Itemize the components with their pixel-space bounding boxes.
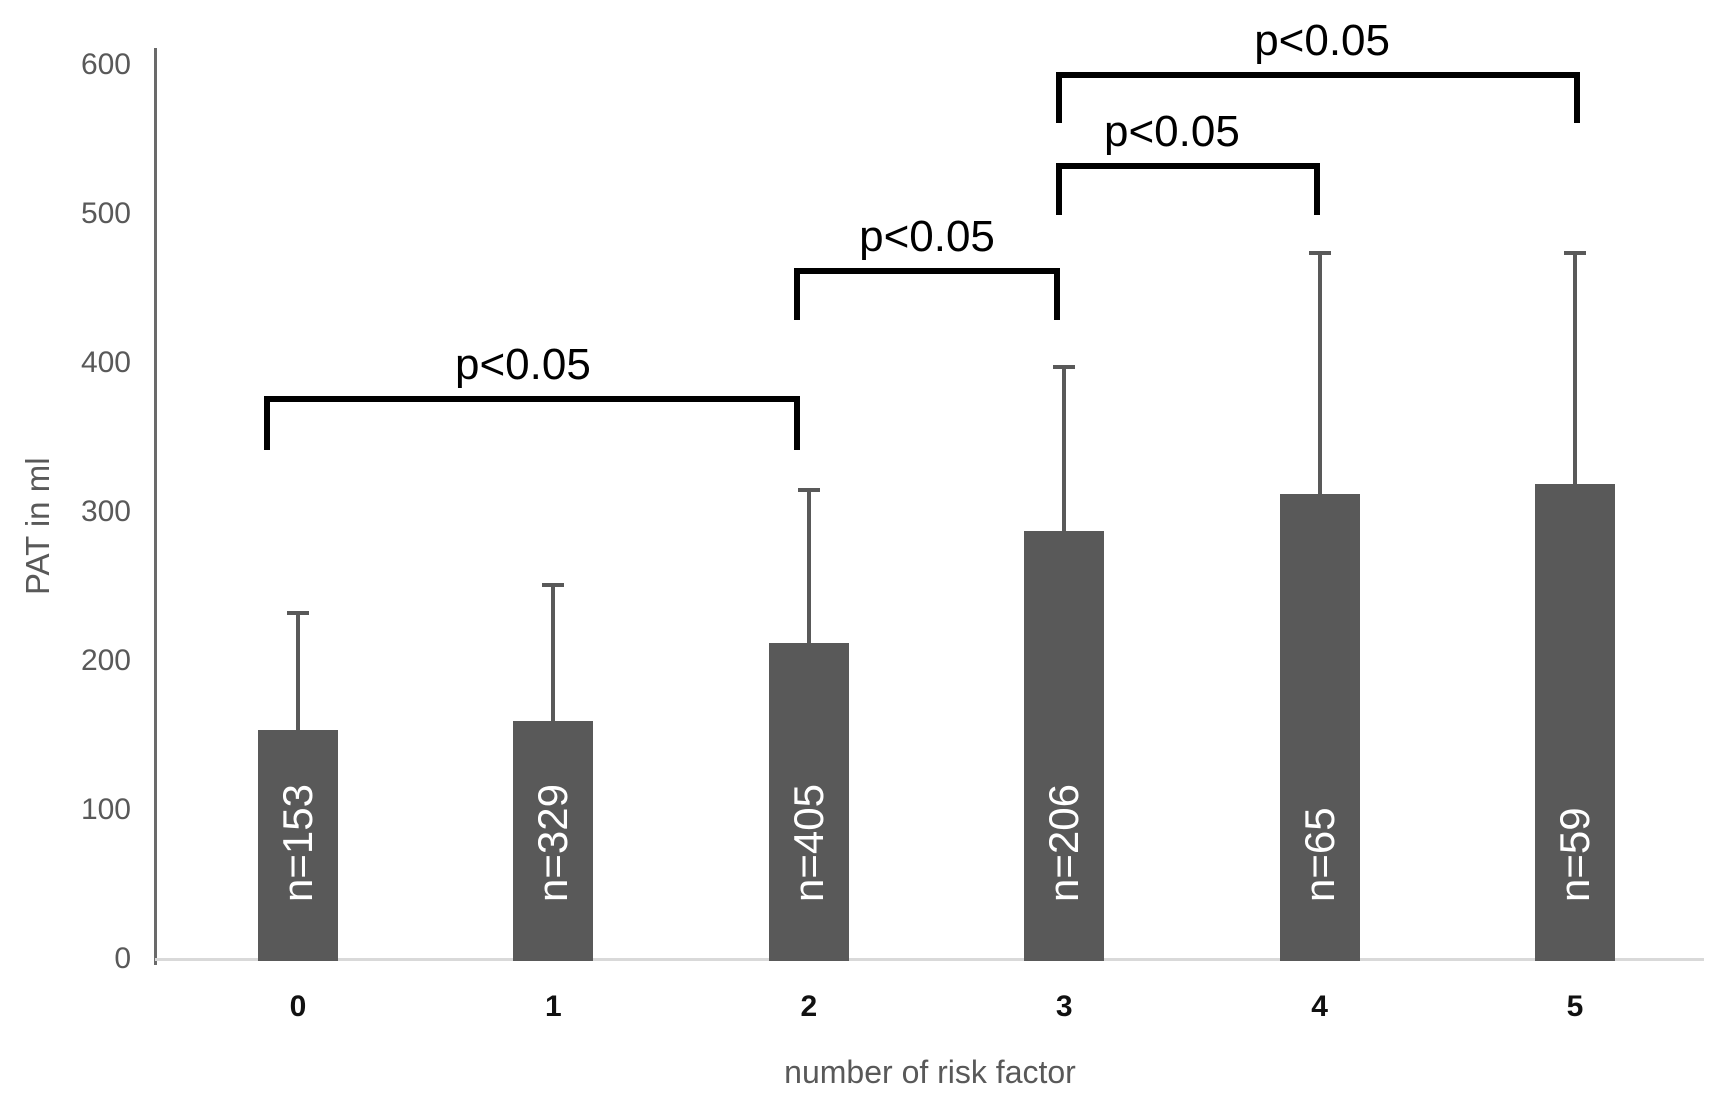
error-bar-line (551, 585, 556, 721)
error-bar-cap (1564, 250, 1586, 255)
bar-count-label: n=153 (274, 784, 321, 902)
bar (768, 643, 849, 961)
bar-count-label: n=329 (529, 784, 577, 902)
significance-bracket (1056, 163, 1320, 215)
error-bar-line (806, 489, 811, 644)
bar (258, 729, 338, 961)
y-tick-label: 600 (80, 48, 131, 81)
y-tick-label: 500 (80, 197, 131, 230)
x-axis-title: number of risk factor (784, 1054, 1076, 1090)
p-value-label: p<0.05 (454, 340, 591, 389)
error-bar-line (1062, 367, 1067, 532)
bar-count-label: n=59 (1551, 807, 1598, 902)
error-bar-cap (797, 487, 820, 492)
error-bar-line (1317, 252, 1322, 495)
p-value-label: p<0.05 (1103, 107, 1240, 156)
bar-count-label: n=65 (1295, 807, 1343, 902)
bar (513, 720, 594, 961)
x-tick-label: 4 (1311, 990, 1328, 1023)
y-axis-line (154, 48, 157, 965)
significance-bracket (264, 396, 800, 450)
x-tick-label: 2 (800, 990, 818, 1023)
error-bar-line (296, 613, 300, 730)
y-tick-label: 200 (80, 644, 131, 677)
x-tick-label: 3 (1055, 990, 1073, 1023)
y-tick-label: 400 (80, 346, 131, 379)
y-axis-title: PAT in ml (19, 457, 56, 595)
bar (1279, 494, 1360, 961)
error-bar-cap (1053, 365, 1076, 370)
x-tick-label: 1 (545, 990, 562, 1023)
significance-bracket (1056, 72, 1580, 123)
error-bar-cap (287, 611, 309, 616)
bar-count-label: n=206 (1040, 784, 1088, 902)
error-bar-cap (542, 583, 565, 587)
y-tick-label: 300 (80, 495, 131, 528)
x-axis-line (155, 958, 1704, 961)
p-value-label: p<0.05 (859, 212, 995, 261)
y-tick-label: 0 (114, 942, 131, 975)
error-bar-line (1573, 252, 1577, 484)
bar (1535, 483, 1615, 961)
x-tick-label: 0 (289, 990, 307, 1023)
error-bar-cap (1308, 250, 1331, 255)
p-value-label: p<0.05 (1254, 16, 1390, 65)
significance-bracket (793, 268, 1061, 320)
x-tick-label: 5 (1566, 990, 1584, 1023)
bar-count-label: n=405 (784, 784, 832, 902)
bar (1024, 531, 1105, 961)
y-tick-label: 100 (80, 793, 131, 826)
